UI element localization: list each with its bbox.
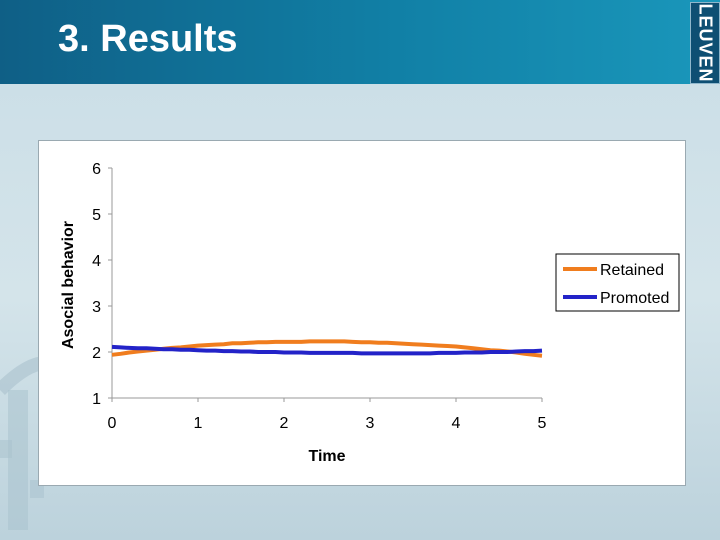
y-tick-label: 4	[92, 253, 101, 270]
y-axis-label: Asocial behavior	[60, 221, 77, 349]
x-tick-label: 3	[366, 415, 375, 432]
y-tick-label: 6	[92, 161, 101, 178]
slide-title: 3. Results	[58, 18, 238, 60]
x-tick-label: 5	[538, 415, 547, 432]
y-tick-label: 2	[92, 345, 101, 362]
legend-label-promoted: Promoted	[600, 290, 669, 307]
chart-panel: 1 2 3 4 5 6 0 1 2 3 4 5 Time Asocial behavior Retaine…	[38, 140, 686, 486]
y-tick-label: 5	[92, 207, 101, 224]
logo-text: LEUVEN	[695, 3, 716, 83]
x-tick-label: 1	[194, 415, 203, 432]
y-tick-label: 1	[92, 391, 101, 408]
x-tick-label: 2	[280, 415, 289, 432]
slide-header: 3. Results LEUVEN	[0, 0, 720, 84]
y-tick-label: 3	[92, 299, 101, 316]
legend-box	[555, 253, 680, 312]
x-tick-label: 0	[108, 415, 117, 432]
x-axis-label: Time	[308, 448, 345, 465]
series-line-promoted	[111, 344, 543, 356]
legend-label-retained: Retained	[600, 262, 664, 279]
university-logo: LEUVEN	[690, 2, 720, 84]
series-line-retained	[111, 339, 543, 358]
x-tick-label: 4	[452, 415, 461, 432]
